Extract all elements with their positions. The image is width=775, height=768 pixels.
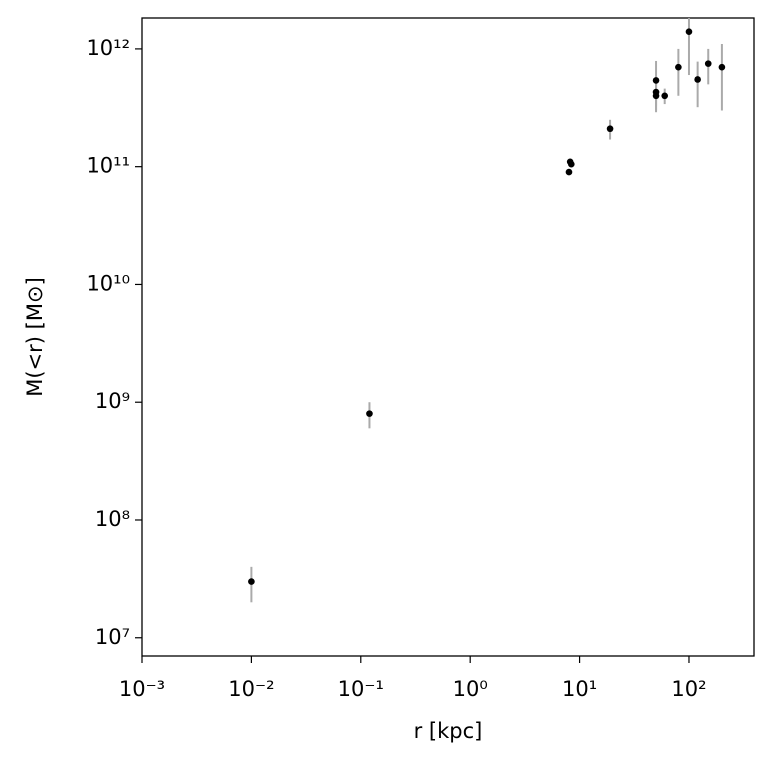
data-point — [652, 92, 660, 100]
y-tick-label: 10¹¹ — [86, 154, 130, 178]
x-tick-label: 10¹ — [562, 677, 597, 701]
x-axis-label: r [kpc] — [414, 719, 483, 743]
plot-frame — [141, 17, 755, 657]
data-point — [718, 63, 726, 71]
data-point — [694, 76, 701, 83]
data-point — [366, 410, 373, 417]
x-tick-label: 10⁰ — [453, 677, 488, 701]
data-point — [685, 28, 693, 35]
data-point — [704, 60, 712, 67]
y-tick-label: 10⁸ — [95, 507, 130, 531]
y-tick-label: 10⁹ — [95, 389, 130, 413]
data-point — [675, 63, 682, 71]
y-axis-label: M(<r) [M⊙] — [23, 277, 47, 397]
data-point — [652, 77, 660, 84]
y-tick-label: 10⁷ — [95, 625, 130, 649]
data-point — [248, 578, 255, 585]
x-tick-label: 10⁻¹ — [338, 677, 384, 701]
y-tick-label: 10¹² — [86, 36, 130, 60]
x-tick-label: 10² — [671, 677, 706, 701]
data-point — [661, 92, 669, 100]
y-tick-label: 10¹⁰ — [86, 271, 130, 295]
data-point — [606, 125, 614, 133]
x-tick-label: 10⁻³ — [119, 677, 165, 701]
data-point — [567, 160, 575, 168]
data-point — [565, 168, 573, 176]
x-tick-label: 10⁻² — [228, 677, 274, 701]
